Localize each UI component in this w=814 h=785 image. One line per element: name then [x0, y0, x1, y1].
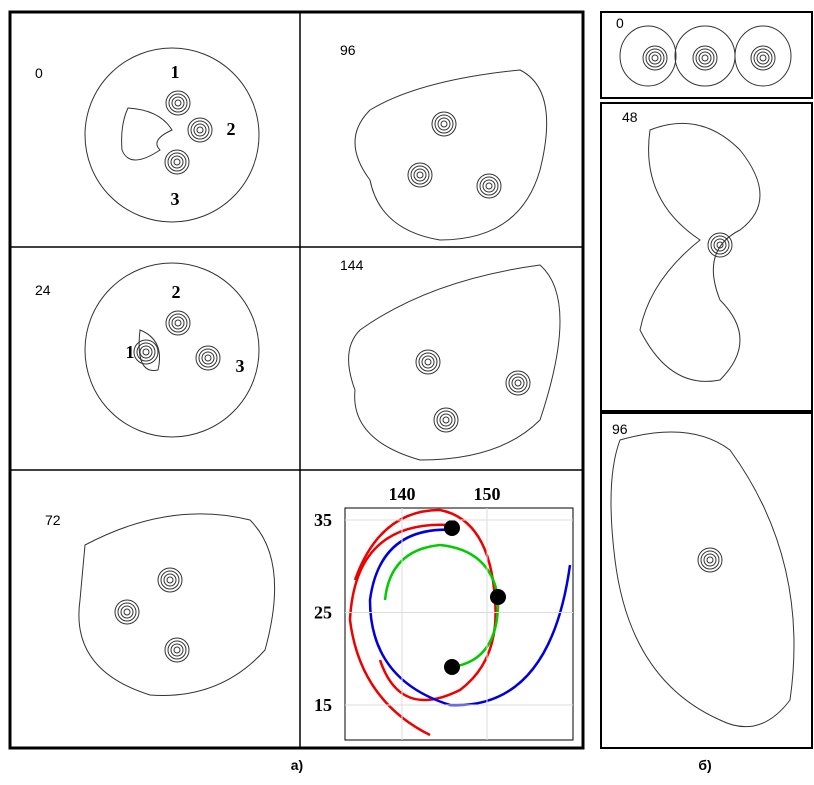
y-tick-label: 15 — [314, 695, 332, 715]
ring — [166, 91, 190, 115]
panel-label: 144 — [340, 257, 364, 273]
ring — [175, 100, 181, 106]
ring — [174, 159, 180, 165]
ring — [167, 577, 173, 583]
ring — [515, 380, 521, 386]
vortex-label: 2 — [227, 119, 236, 139]
ring — [512, 377, 524, 389]
ring — [486, 183, 492, 189]
ring — [134, 340, 158, 364]
ring — [175, 320, 181, 326]
ring — [751, 46, 775, 70]
ring — [714, 239, 726, 251]
vortex-label: 2 — [172, 282, 181, 302]
panel-label: 0 — [35, 65, 43, 81]
ring — [124, 609, 130, 615]
panel-label: 96 — [612, 421, 628, 437]
y-tick-label: 35 — [314, 510, 332, 530]
caption: а) — [291, 757, 303, 773]
ring — [414, 169, 426, 181]
ring — [188, 118, 212, 142]
ring — [699, 52, 711, 64]
vortex-label: 1 — [126, 342, 135, 362]
ring — [425, 359, 431, 365]
x-tick-label: 140 — [389, 484, 416, 504]
ring — [440, 414, 452, 426]
panel-label: 96 — [340, 42, 356, 58]
ring — [432, 112, 456, 136]
ring — [708, 233, 732, 257]
ring — [171, 644, 183, 656]
ring — [416, 350, 440, 374]
ring — [652, 55, 658, 61]
ring — [643, 46, 667, 70]
ring — [757, 52, 769, 64]
vortex-label: 3 — [236, 356, 245, 376]
ring — [649, 52, 661, 64]
ring — [165, 638, 189, 662]
y-tick-label: 25 — [314, 603, 332, 623]
inset-plot: 140 150 35 25 15 — [314, 484, 573, 740]
ring — [434, 408, 458, 432]
ring — [477, 174, 501, 198]
ring — [506, 371, 530, 395]
panel-label: 72 — [45, 512, 61, 528]
ring — [196, 346, 220, 370]
panel-label: 0 — [616, 15, 624, 31]
ring — [760, 55, 766, 61]
panel-label: 24 — [35, 282, 51, 298]
x-tick-label: 150 — [474, 484, 501, 504]
ring — [693, 46, 717, 70]
ring — [158, 568, 182, 592]
ring — [174, 647, 180, 653]
ring — [408, 163, 432, 187]
ring — [166, 311, 190, 335]
ring — [704, 554, 716, 566]
ring — [165, 150, 189, 174]
ring — [171, 156, 183, 168]
ring — [443, 417, 449, 423]
ring — [202, 352, 214, 364]
ring — [441, 121, 447, 127]
ring — [483, 180, 495, 192]
vortex-label: 3 — [171, 189, 180, 209]
ring — [194, 124, 206, 136]
ring — [438, 118, 450, 130]
ring — [164, 574, 176, 586]
ring — [143, 349, 149, 355]
ring — [702, 55, 708, 61]
vortex-label: 1 — [171, 62, 180, 82]
ring — [172, 97, 184, 109]
figure: 140 150 35 25 15 0 96 24 144 72 1 2 3 2 1 3 0 48 96 а) б) — [0, 0, 814, 780]
ring — [422, 356, 434, 368]
ring — [698, 548, 722, 572]
panel-label: 48 — [622, 109, 638, 125]
ring — [205, 355, 211, 361]
ring — [417, 172, 423, 178]
ring — [707, 557, 713, 563]
ring — [172, 317, 184, 329]
ring — [140, 346, 152, 358]
caption: б) — [698, 757, 711, 773]
ring — [121, 606, 133, 618]
ring — [197, 127, 203, 133]
ring — [115, 600, 139, 624]
